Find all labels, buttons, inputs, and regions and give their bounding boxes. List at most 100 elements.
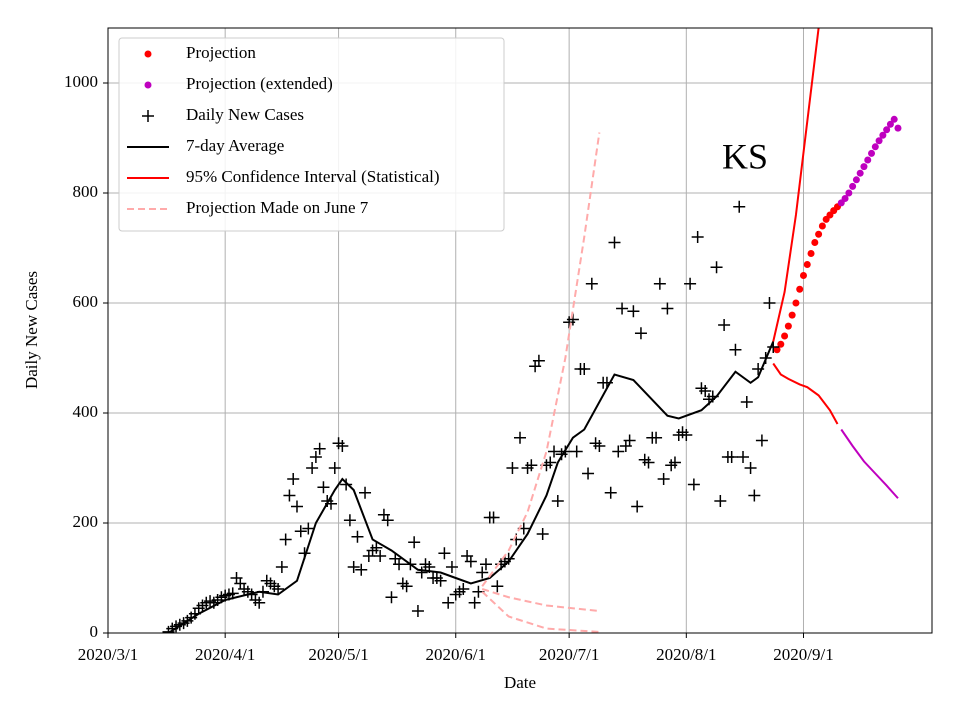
plot-area <box>162 28 902 633</box>
point <box>506 462 519 474</box>
legend-label: Projection <box>186 43 256 62</box>
point <box>302 522 315 535</box>
point <box>468 596 481 609</box>
point <box>415 566 428 579</box>
point <box>815 230 823 238</box>
point <box>585 277 598 290</box>
point <box>536 528 549 540</box>
point <box>604 486 617 499</box>
y-tick-label: 1000 <box>64 72 98 91</box>
point <box>811 239 819 246</box>
point <box>788 311 796 319</box>
point <box>551 495 564 507</box>
point <box>408 536 421 549</box>
point <box>593 440 606 452</box>
point <box>476 566 489 579</box>
y-tick-label: 400 <box>73 402 99 421</box>
point <box>879 131 887 139</box>
series-line <box>772 28 820 342</box>
point <box>442 596 455 609</box>
point <box>799 272 807 279</box>
series-line <box>481 591 600 633</box>
point <box>733 200 746 213</box>
point <box>763 297 776 309</box>
point <box>582 467 595 480</box>
point <box>886 120 894 128</box>
point <box>578 363 591 375</box>
point <box>661 302 674 315</box>
x-axis-label: Date <box>504 673 536 692</box>
point <box>883 126 891 134</box>
point <box>680 429 693 441</box>
point <box>445 561 458 573</box>
point <box>411 605 424 617</box>
point <box>328 462 341 474</box>
point <box>464 555 477 568</box>
point <box>290 500 303 513</box>
ticks: 0 200 400 600 800 1000 2020/3/1 2020/4/1 2020/5/… <box>64 72 834 664</box>
point <box>616 302 629 315</box>
point <box>287 473 300 485</box>
y-tick-label: 800 <box>73 182 99 201</box>
point <box>306 462 319 474</box>
x-tick-label: 2020/6/1 <box>426 645 486 664</box>
point <box>642 456 655 469</box>
point <box>796 285 804 293</box>
point <box>755 434 768 447</box>
point <box>737 451 750 463</box>
point <box>868 149 876 157</box>
point <box>792 299 800 307</box>
point <box>803 261 811 268</box>
point <box>890 115 898 123</box>
point <box>684 277 697 290</box>
point <box>457 583 470 595</box>
point <box>253 596 266 609</box>
point <box>385 591 398 604</box>
annotation: KS <box>722 136 768 176</box>
point <box>748 489 761 502</box>
point <box>864 156 872 164</box>
point <box>627 305 640 318</box>
point <box>525 459 538 472</box>
point <box>856 169 864 177</box>
x-tick-label: 2020/3/1 <box>78 645 138 664</box>
y-axis-label: Daily New Cases <box>22 271 41 389</box>
point <box>714 495 727 507</box>
point <box>668 456 681 469</box>
legend-label: Projection (extended) <box>186 74 333 93</box>
series-line <box>772 362 839 425</box>
legend-marker <box>144 50 152 58</box>
point <box>487 511 500 524</box>
point <box>852 176 860 184</box>
point <box>849 182 857 190</box>
x-tick-label: 2020/4/1 <box>195 645 255 664</box>
y-tick-label: 0 <box>90 622 99 641</box>
legend-label: Daily New Cases <box>186 105 304 124</box>
series-line <box>167 341 775 633</box>
point <box>653 277 666 290</box>
point <box>634 327 647 340</box>
point <box>355 563 368 576</box>
point <box>729 343 742 356</box>
point <box>773 346 781 354</box>
point <box>570 445 583 458</box>
point <box>340 478 353 491</box>
point <box>351 530 364 543</box>
point <box>687 478 700 491</box>
point <box>313 442 326 455</box>
point <box>283 489 296 502</box>
legend: Projection Projection (extended) Daily New… <box>118 37 505 232</box>
series-line <box>481 132 601 587</box>
series-line <box>481 588 600 612</box>
point <box>818 222 826 230</box>
point <box>807 250 815 257</box>
point <box>871 143 879 151</box>
point <box>317 481 330 494</box>
point <box>434 574 447 587</box>
point <box>548 445 561 458</box>
point <box>336 440 349 452</box>
point <box>777 340 785 348</box>
point <box>875 137 883 145</box>
point <box>544 456 557 469</box>
